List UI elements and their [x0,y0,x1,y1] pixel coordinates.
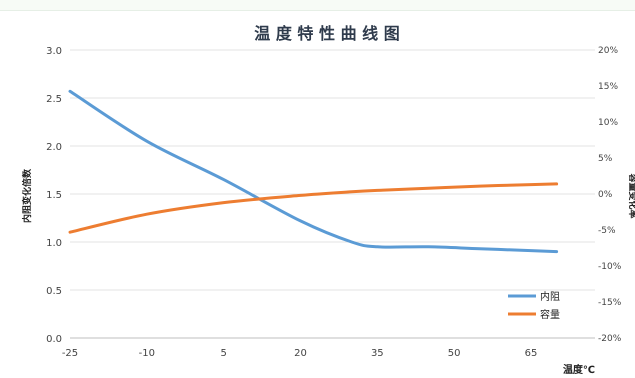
x-tick-label: 50 [448,348,461,359]
chart-title: 温 度 特 性 曲 线 图 [253,24,399,43]
y-right-tick-label: -20% [598,334,622,344]
x-tick-label: 65 [525,348,538,359]
y-left-tick-label: 0.0 [46,334,62,345]
y-left-tick-label: 3.0 [46,46,62,57]
y-left-tick-label: 0.5 [46,286,62,297]
legend-label: 容量 [540,308,560,321]
x-tick-label: -25 [62,348,78,359]
y-right-tick-label: 15% [598,82,618,92]
y-right-tick-label: -10% [598,262,622,272]
y-right-tick-label: -15% [598,298,622,308]
y-axis-left-label: 内阻变化倍数 [21,168,33,223]
series-line-capacity [68,182,559,234]
series-lines [68,89,559,254]
x-axis-label: 温度℃ [563,363,595,376]
y-right-tick-label: 5% [598,154,613,164]
y-right-tick-label: -5% [598,226,616,236]
x-tick-label: 35 [371,348,384,359]
y-left-tick-label: 1.0 [46,238,62,249]
x-tick-label: -10 [139,348,155,359]
y-right-tick-label: 0% [598,190,613,200]
x-tick-label: 5 [220,348,226,359]
y-left-tick-label: 2.5 [46,94,62,105]
y-right-tick-label: 10% [598,118,618,128]
y-left-tick-label: 1.5 [46,190,62,201]
x-tick-label: 20 [294,348,307,359]
top-border [0,0,635,11]
axes: 0.0 0.5 1.0 1.5 2.0 2.5 3.0 -20% -15% -10% -5% 0% 5%… [46,46,622,359]
y-left-tick-label: 2.0 [46,142,62,153]
y-right-tick-label: 20% [598,46,618,56]
legend-label: 内阻 [540,290,560,303]
series-line-resistance [68,89,559,254]
gridlines [70,49,595,291]
y-axis-right-label: 容量变化率 [627,172,635,218]
